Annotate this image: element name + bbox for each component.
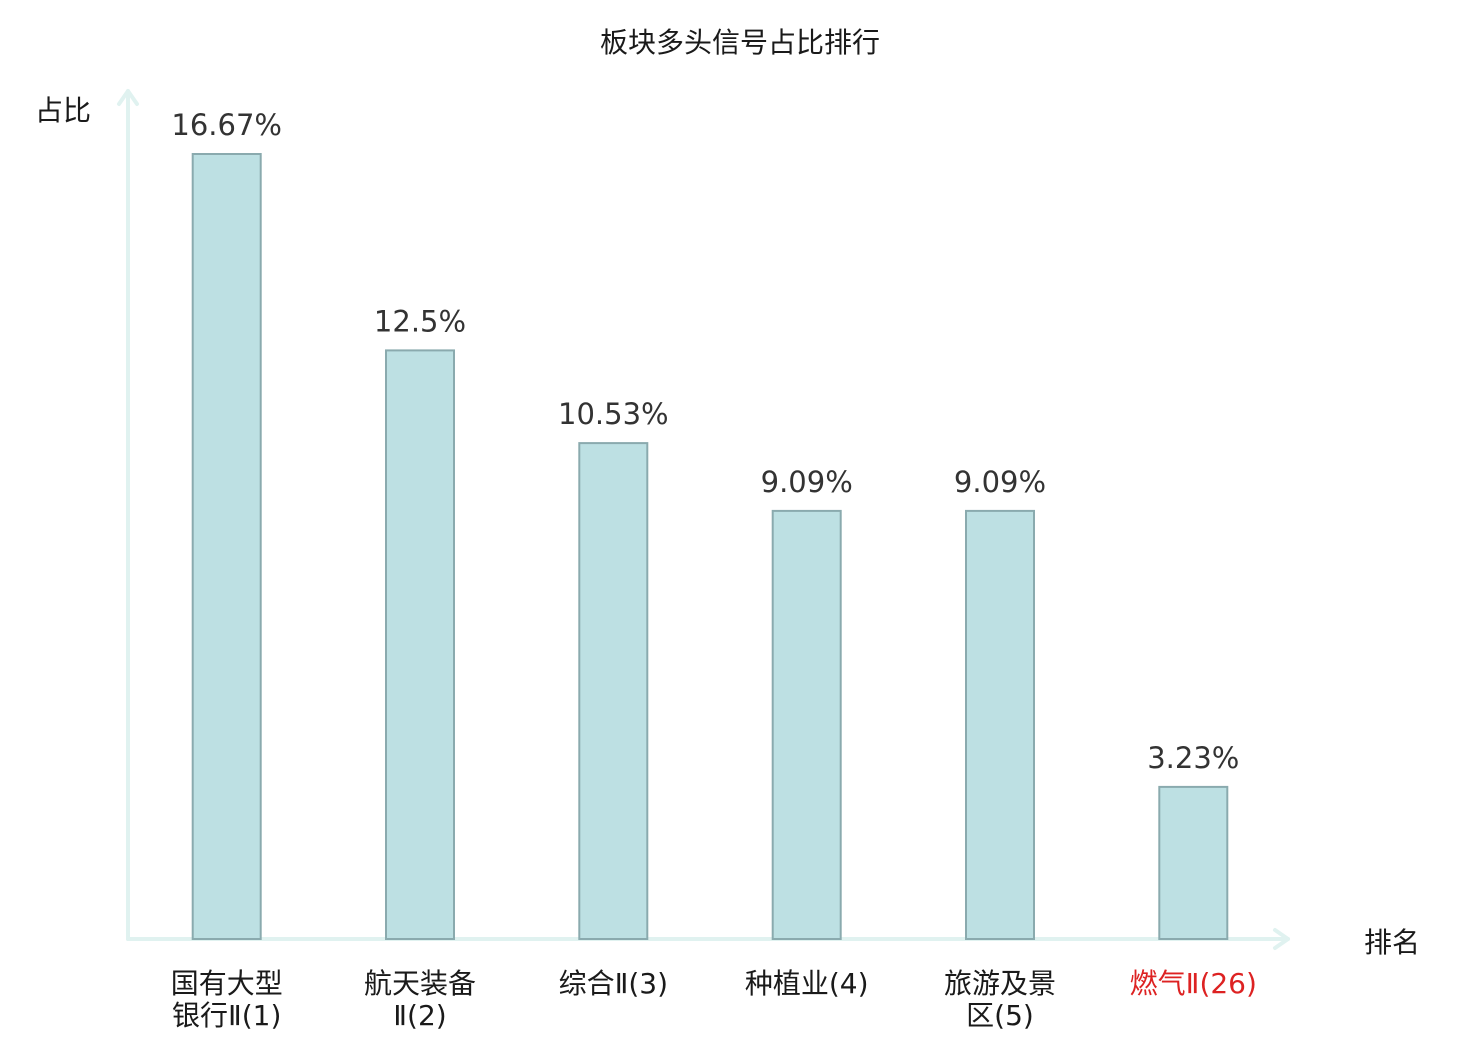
- bar-1: [191, 153, 262, 940]
- x-tick-label-3: 综合Ⅱ(3): [559, 967, 668, 1000]
- x-tick-label-5-line-1: 旅游及景: [944, 967, 1056, 1000]
- x-tick-label-5-line-2: 区(5): [966, 999, 1034, 1032]
- x-tick-label-1-line-2: 银行Ⅱ(1): [172, 999, 281, 1032]
- x-axis-title: 排名: [1364, 926, 1420, 959]
- bar-2: [385, 349, 455, 940]
- data-label-4: 9.09%: [761, 465, 853, 499]
- x-tick-label-6: 燃气Ⅱ(26): [1130, 967, 1257, 1000]
- data-labels-group: 16.67% 12.5% 10.53% 9.09% 9.09% 3.23%: [171, 108, 1239, 775]
- data-label-2: 12.5%: [374, 304, 466, 338]
- bar-3: [578, 442, 649, 940]
- chart-title: 板块多头信号占比排行: [600, 26, 880, 59]
- x-tick-label-2-line-1: 航天装备: [364, 967, 476, 1000]
- data-label-5: 9.09%: [954, 465, 1046, 499]
- bar-4: [771, 509, 842, 940]
- x-tick-label-4: 种植业(4): [745, 967, 869, 1000]
- y-axis-title: 占比: [35, 94, 91, 127]
- data-label-6: 3.23%: [1147, 741, 1239, 775]
- data-label-1: 16.67%: [171, 108, 282, 142]
- x-tick-label-2-line-2: Ⅱ(2): [393, 999, 446, 1032]
- data-label-3: 10.53%: [558, 397, 669, 431]
- x-tick-label-1-line-1: 国有大型: [171, 967, 283, 1000]
- bars-group: [191, 153, 1229, 941]
- x-axis-arrowhead: [1273, 928, 1290, 950]
- bar-6: [1158, 785, 1229, 941]
- bar-5: [965, 509, 1035, 940]
